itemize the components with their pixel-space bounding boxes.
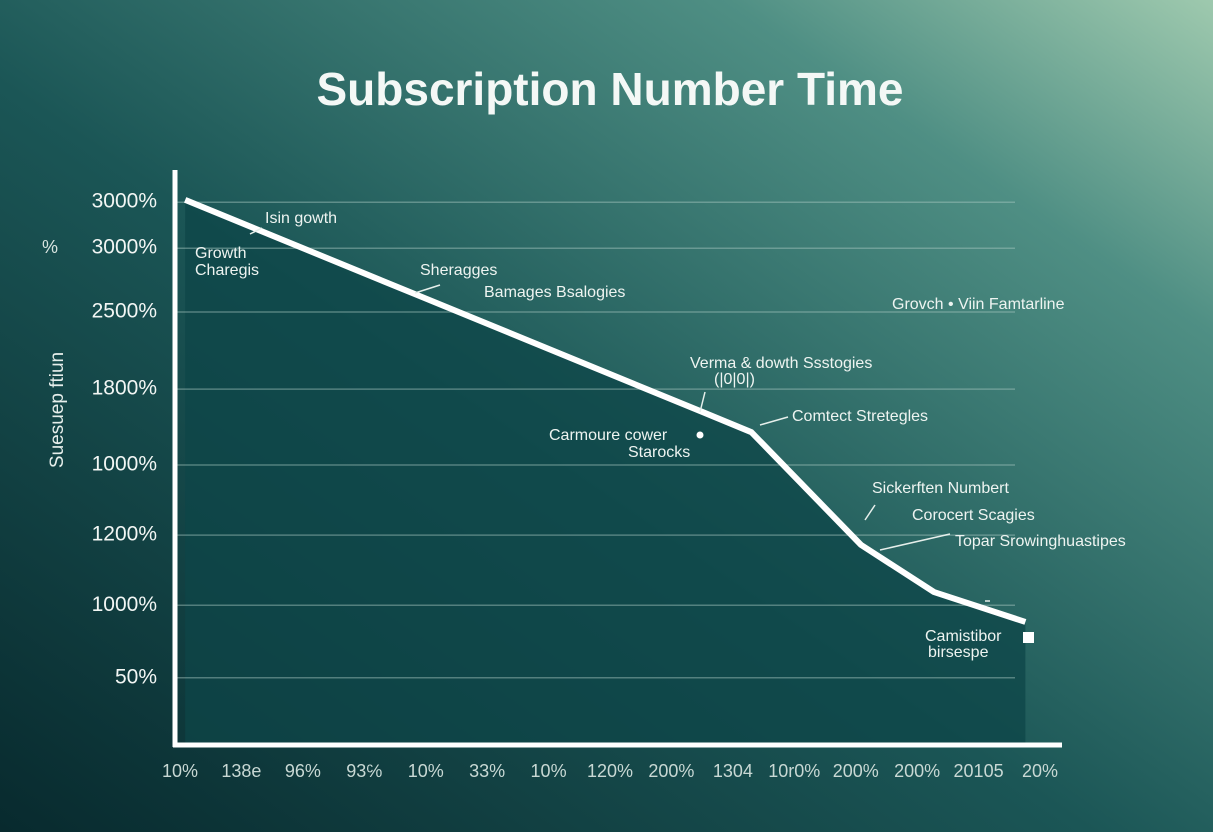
leader-line [864, 504, 876, 521]
annotation: Sickerften Numbert [872, 480, 1009, 497]
annotation: birsespe [928, 644, 989, 661]
x-tick-label: 200% [833, 761, 879, 781]
y-tick-label: 1000% [92, 593, 157, 616]
leader-line [249, 227, 263, 235]
x-tick-label: 120% [587, 761, 633, 781]
x-tick-label: 200% [894, 761, 940, 781]
chart-title: Subscription Number Time [316, 63, 903, 115]
y-axis-label: Suesuep ftiun [47, 352, 68, 468]
y-unit-note: % [42, 237, 58, 257]
x-tick-label: 33% [469, 761, 505, 781]
x-tick-label: 10% [408, 761, 444, 781]
x-tick-label: 200% [648, 761, 694, 781]
area [185, 199, 1026, 745]
annotation: Charegis [195, 262, 259, 279]
x-tick-label: 10% [531, 761, 567, 781]
y-tick-label: 3000% [92, 190, 157, 213]
plot-area [175, 199, 1026, 745]
annotation: Sheragges [420, 262, 497, 279]
annotation: Growth [195, 245, 247, 262]
leader-line [414, 284, 441, 294]
leader-line [699, 391, 706, 413]
y-tick-label: 1800% [92, 377, 157, 400]
annotation: Topar Srowinghuastipes [955, 533, 1126, 550]
x-tick-label: 10% [162, 761, 198, 781]
x-tick-label: 1304 [713, 761, 753, 781]
y-tick-label: 50% [115, 665, 157, 688]
annotation: Grovch • Viin Famtarline [892, 296, 1065, 313]
annotation: (|0|0|) [714, 371, 755, 388]
y-tick-label: 1200% [92, 523, 157, 546]
leader-line [759, 416, 789, 426]
line [184, 197, 1027, 625]
x-tick-label: 96% [285, 761, 321, 781]
annotation: Camistibor [925, 628, 1002, 645]
leader-line [879, 533, 951, 551]
x-tick-label: 20105 [954, 761, 1004, 781]
x-tick-label: 138e [221, 761, 261, 781]
annotation: Isin gowth [265, 210, 337, 227]
marker [696, 431, 704, 439]
annotation: Bamages Bsalogies [484, 284, 625, 301]
annotation: Starocks [628, 444, 690, 461]
annotation: Carmoure cower [549, 427, 668, 444]
y-tick-label: 1000% [92, 453, 157, 476]
x-tick-label: 20% [1022, 761, 1058, 781]
marker [1023, 632, 1034, 643]
annotation: Corocert Scagies [912, 507, 1035, 524]
annotation: Verma & dowth Ssstogies [690, 355, 872, 372]
x-tick-label: 10r0% [768, 761, 820, 781]
y-tick-label: 2500% [92, 300, 157, 323]
x-tick-label: 93℅ [346, 761, 382, 781]
annotation: Comtect Stretegles [792, 408, 928, 425]
y-tick-label: 3000% [92, 236, 157, 259]
